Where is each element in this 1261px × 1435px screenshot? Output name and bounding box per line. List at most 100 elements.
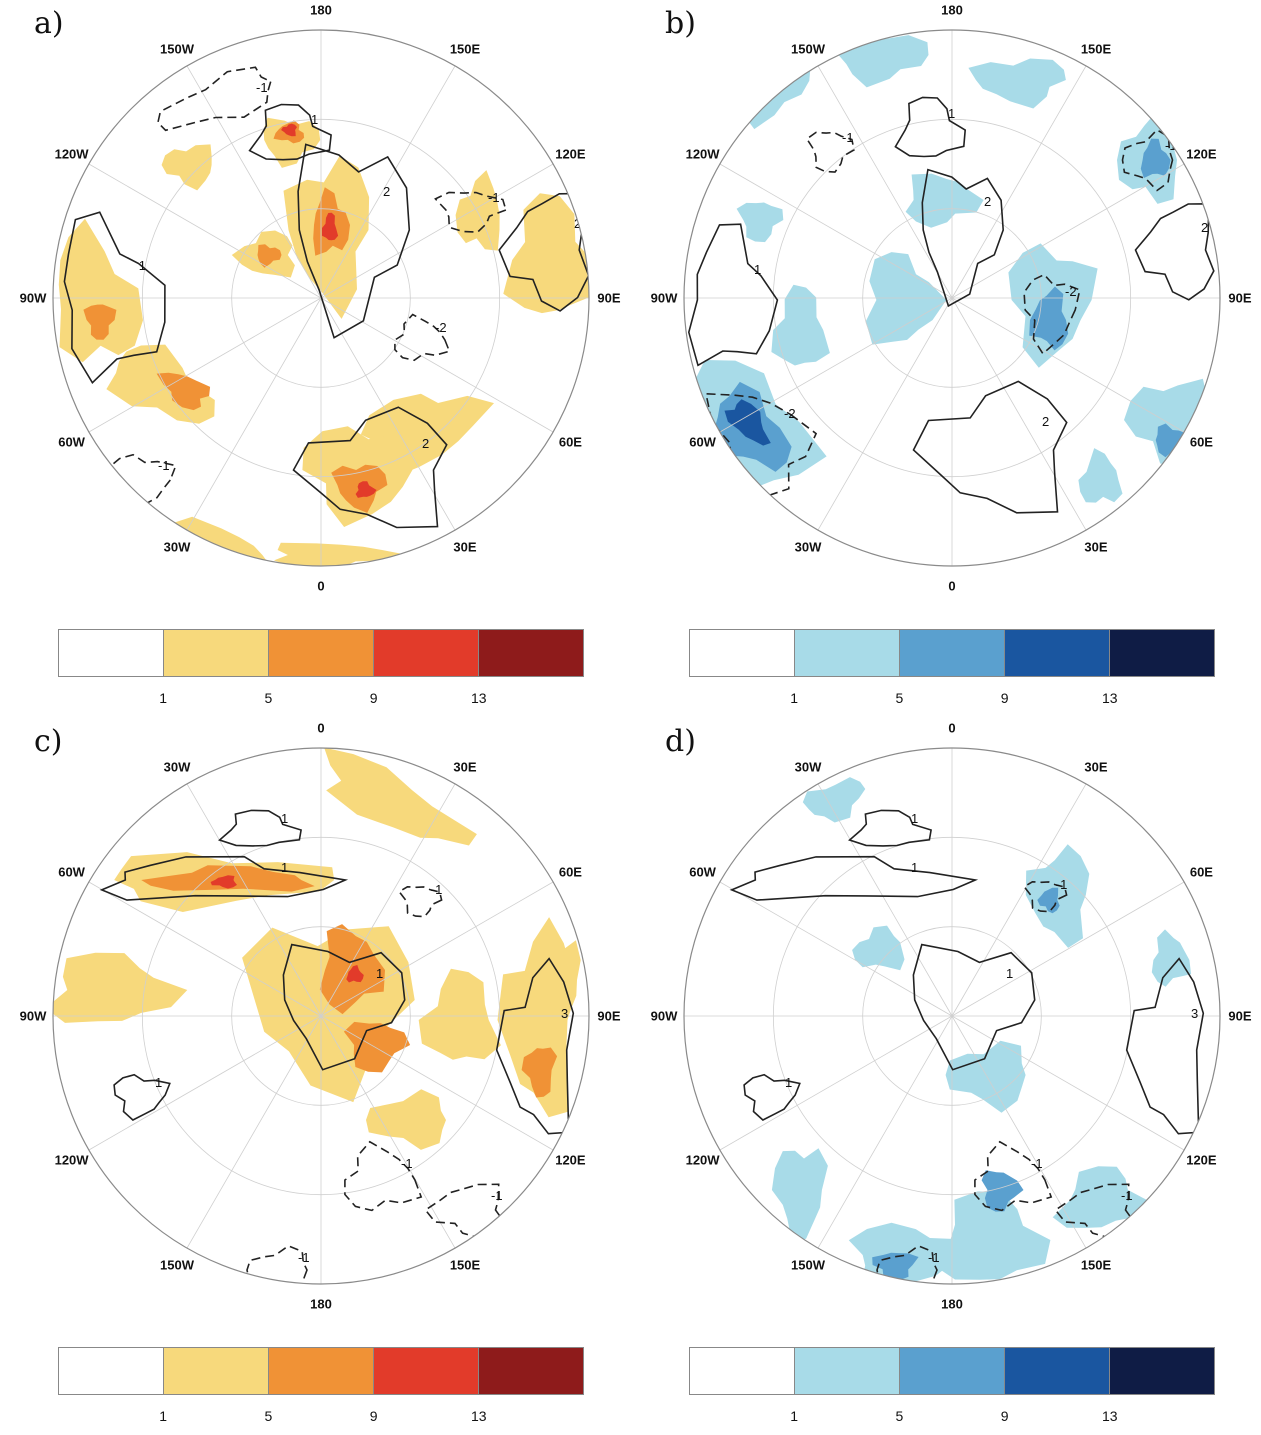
anomaly-region <box>343 1021 411 1073</box>
meridian-line <box>320 783 456 1017</box>
longitude-label: 90W <box>650 1008 678 1024</box>
contour-label: -1 <box>491 1188 503 1203</box>
meridian-line <box>951 297 1185 433</box>
anomaly-region <box>1029 286 1069 351</box>
longitude-label: 120W <box>54 146 89 162</box>
longitude-label: 180 <box>941 2 963 18</box>
colorbar-bin <box>690 1348 795 1394</box>
longitude-label: 150E <box>1080 1257 1112 1273</box>
anomaly-region <box>324 748 477 846</box>
meridian-line <box>951 1015 1087 1249</box>
anomaly-region <box>1140 138 1171 178</box>
meridian-line <box>186 783 322 1017</box>
map-panel-a: a) 1 2 2 1 -1 -1 -2 -1 2 180 150E 120E 90E 60E 30E 0 30… <box>0 0 630 717</box>
longitude-label: 120W <box>685 146 720 162</box>
contour-label: 1 <box>311 112 318 127</box>
contour-line <box>974 1140 1053 1212</box>
contour-line <box>912 943 1036 1071</box>
meridian-line <box>817 65 953 299</box>
colorbar-bin <box>900 1348 1005 1394</box>
contour-label: -1 <box>1056 877 1068 892</box>
anomaly-region <box>1155 423 1188 458</box>
contour-line <box>292 406 448 529</box>
anomaly-region <box>503 193 589 314</box>
meridian-line <box>951 297 1087 531</box>
shading-layer <box>771 777 1192 1284</box>
contour-layer: 1 2 2 1 -1 -1 -2 -1 2 <box>63 66 589 529</box>
contour-label: 1 <box>139 258 146 273</box>
map-boundary <box>683 29 1221 567</box>
colorbar-tick-label: 5 <box>264 690 273 706</box>
contour-label: -1 <box>298 1250 310 1265</box>
contour-line <box>99 855 349 901</box>
colorbar-tick-label: 9 <box>369 1408 378 1424</box>
anomaly-region <box>905 173 984 228</box>
anomaly-region <box>257 244 282 268</box>
meridian-line <box>186 297 322 531</box>
anomaly-region <box>771 1148 828 1247</box>
anomaly-region <box>58 218 143 363</box>
anomaly-region <box>1151 929 1192 987</box>
contour-label: -1 <box>1165 138 1177 153</box>
shading-layer <box>684 30 1208 503</box>
colorbar-bin <box>164 630 269 676</box>
longitude-label: 0 <box>948 720 956 736</box>
panel-label: a) <box>34 6 64 41</box>
colorbar-tick-label: 13 <box>471 1408 487 1424</box>
longitude-label: 0 <box>948 578 956 594</box>
contour-line <box>297 143 411 339</box>
contour-line <box>876 1244 938 1284</box>
colorbar-bin <box>479 1348 583 1394</box>
longitude-label: 120E <box>1186 1152 1217 1168</box>
anomaly-region <box>771 284 830 366</box>
longitude-label: 180 <box>310 1296 332 1312</box>
longitude-label: 120E <box>555 1152 586 1168</box>
contour-label: -1 <box>401 1156 413 1171</box>
contour-label: 1 <box>948 106 955 121</box>
contour-label: 3 <box>561 1006 568 1021</box>
longitude-label: 60E <box>1189 434 1213 450</box>
polar-map: 1 1 3 1 1 -1 -1 -1 -1 <box>683 747 1221 1285</box>
anomaly-region <box>945 1040 1026 1113</box>
longitude-label: 60E <box>558 864 582 880</box>
panel-label: b) <box>665 6 696 41</box>
colorbar-bin <box>1110 630 1214 676</box>
contour-line <box>687 223 779 367</box>
colorbar-bin <box>1110 1348 1214 1394</box>
map-panel-d: d) 1 1 3 1 1 -1 -1 -1 -1 0 30E 60E 90E 120E 150E 180 15… <box>631 718 1261 1435</box>
colorbar-bin <box>479 630 583 676</box>
anomaly-region <box>322 212 339 241</box>
colorbar-tick-label: 13 <box>1102 1408 1118 1424</box>
colorbar-tick-label: 5 <box>895 690 904 706</box>
colorbar-tick-label: 9 <box>1000 1408 1009 1424</box>
longitude-label: 30E <box>453 759 477 775</box>
polar-map: 1 1 3 1 1 -1 -1 -1 -1 <box>52 747 590 1285</box>
meridian-line <box>88 163 322 299</box>
contour-line <box>113 1073 171 1121</box>
contour-line <box>157 66 272 132</box>
contour-line <box>344 1140 423 1212</box>
longitude-label: 90E <box>1228 1008 1252 1024</box>
longitude-label: 30W <box>163 759 191 775</box>
longitude-label: 90W <box>19 1008 47 1024</box>
contour-label: 1 <box>281 860 288 875</box>
colorbar-bin <box>690 630 795 676</box>
longitude-label: 120E <box>1186 146 1217 162</box>
longitude-label: 120W <box>685 1152 720 1168</box>
contour-label: -1 <box>928 1250 940 1265</box>
colorbar-tick-label: 9 <box>369 690 378 706</box>
contour-line <box>246 1244 308 1284</box>
colorbar-tick-label: 5 <box>895 1408 904 1424</box>
contour-line <box>848 809 933 847</box>
colorbar-tick-label: 13 <box>1102 690 1118 706</box>
anomaly-region <box>1052 1166 1147 1228</box>
longitude-label: 150E <box>1080 41 1112 57</box>
contour-label: 2 <box>574 216 581 231</box>
meridian-line <box>320 1015 554 1151</box>
colorbar-tick-label: 5 <box>264 1408 273 1424</box>
colorbar <box>689 629 1215 677</box>
contour-line <box>218 809 303 847</box>
contour-label: 1 <box>1006 966 1013 981</box>
contour-line <box>894 96 967 158</box>
longitude-label: 60W <box>689 864 716 880</box>
